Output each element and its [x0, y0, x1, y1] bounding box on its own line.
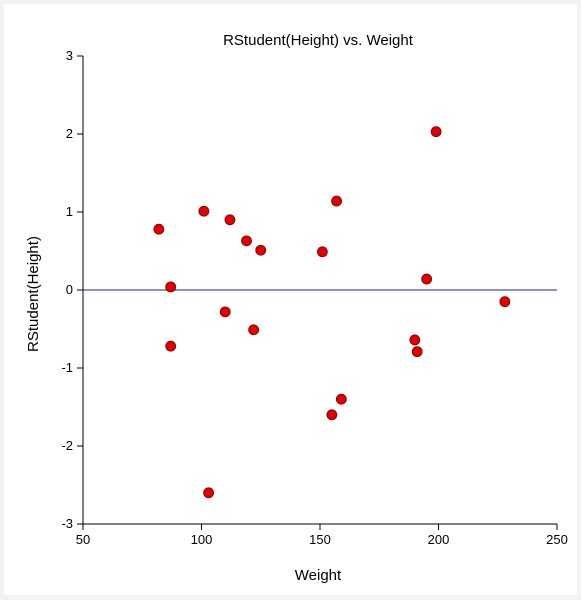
x-tick-label: 200: [428, 532, 450, 547]
x-tick-label: 150: [309, 532, 331, 547]
data-point: [335, 393, 347, 405]
y-tick-label: 2: [66, 126, 73, 141]
data-point: [219, 306, 231, 318]
y-tick-label: -1: [61, 360, 73, 375]
data-point: [499, 296, 511, 308]
y-tick-label: 1: [66, 204, 73, 219]
data-point: [241, 235, 252, 247]
scatter-chart: RStudent(Height) vs. Weight RStudent(Hei…: [25, 32, 568, 584]
data-point: [255, 244, 267, 256]
data-points: [153, 126, 511, 499]
chart-title: RStudent(Height) vs. Weight: [223, 32, 414, 49]
y-tick-label: 3: [66, 48, 73, 63]
x-tick-label: 50: [76, 532, 90, 547]
data-point: [165, 281, 177, 293]
chart-panel: RStudent(Height) vs. Weight RStudent(Hei…: [4, 4, 577, 595]
data-point: [316, 246, 328, 258]
tick-labels: -3 -2 -1 0 1 2 3 50 100 150 200 250: [61, 48, 567, 547]
data-point: [224, 214, 236, 226]
axes: [77, 55, 558, 530]
x-tick-label: 100: [191, 532, 213, 547]
data-point: [198, 205, 210, 217]
x-axis-label: Weight: [295, 567, 342, 584]
data-point: [331, 195, 342, 207]
data-point: [248, 324, 260, 336]
x-tick-label: 250: [546, 532, 568, 547]
data-point: [153, 223, 165, 235]
data-point: [203, 487, 215, 499]
data-point: [411, 346, 423, 358]
y-tick-label: -2: [61, 438, 73, 453]
y-axis-label: RStudent(Height): [25, 236, 42, 352]
data-point: [326, 409, 338, 421]
y-tick-label: 0: [66, 282, 73, 297]
data-point: [165, 340, 177, 352]
y-tick-label: -3: [61, 516, 73, 531]
data-point: [409, 334, 421, 346]
data-point: [430, 126, 442, 138]
data-point: [421, 273, 433, 285]
